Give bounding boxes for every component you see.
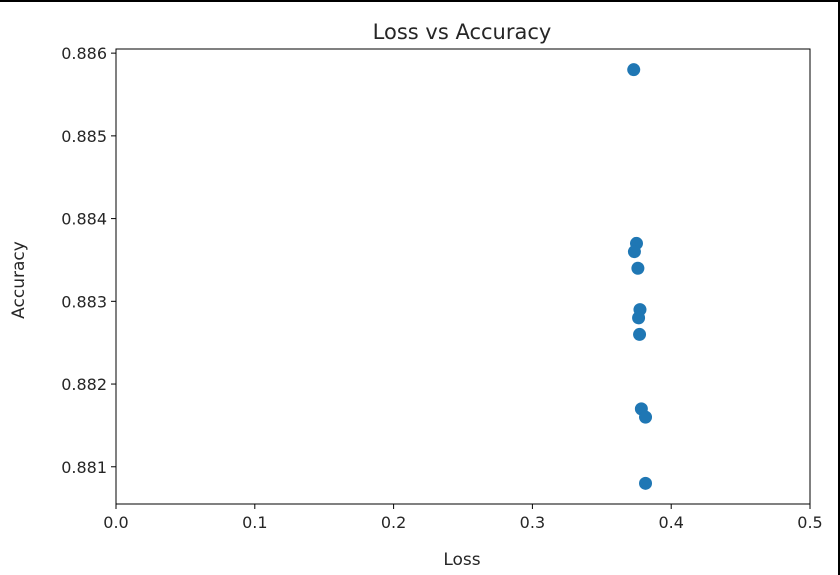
x-tick-label: 0.2	[381, 513, 406, 532]
data-point	[639, 476, 653, 490]
data-point	[627, 63, 641, 77]
chart-title: Loss vs Accuracy	[373, 20, 552, 44]
y-tick-label: 0.884	[61, 210, 107, 229]
data-point	[631, 261, 645, 275]
y-tick-label: 0.882	[61, 375, 107, 394]
y-tick-label: 0.886	[61, 44, 107, 63]
y-tick-label: 0.881	[61, 458, 107, 477]
x-axis-ticks: 0.0 0.1 0.2 0.3 0.4 0.5	[103, 504, 823, 532]
data-point	[632, 311, 646, 325]
data-point	[633, 327, 647, 341]
x-tick-label: 0.1	[242, 513, 267, 532]
y-tick-label: 0.883	[61, 292, 107, 311]
x-tick-label: 0.3	[520, 513, 545, 532]
data-points	[627, 63, 653, 490]
data-point	[627, 245, 641, 259]
x-axis-label: Loss	[443, 550, 480, 570]
x-tick-label: 0.5	[797, 513, 822, 532]
x-tick-label: 0.0	[103, 513, 128, 532]
y-axis-ticks: 0.881 0.882 0.883 0.884 0.885 0.886	[61, 44, 116, 477]
y-axis-label: Accuracy	[9, 241, 29, 319]
x-tick-label: 0.4	[658, 513, 683, 532]
plot-area-frame	[115, 48, 811, 505]
data-point	[639, 410, 653, 424]
y-tick-label: 0.885	[61, 127, 107, 146]
